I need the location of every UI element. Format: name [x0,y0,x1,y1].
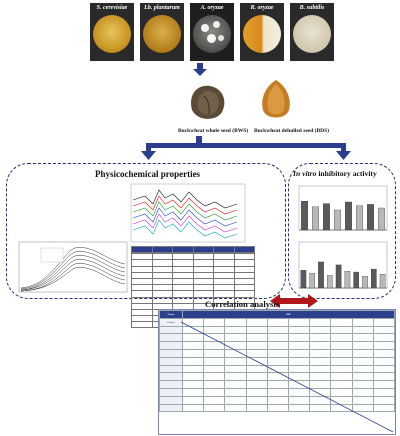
inhibition-bar-chart-top [298,185,388,231]
inhibition-bar [379,273,386,289]
plate-a-oryzae: A. oryzae [190,3,234,61]
plate-label: S. cerevisiae [96,5,128,11]
table-header-cell [192,245,214,254]
inhibition-bar [345,201,352,231]
inhibition-bar [362,276,368,289]
whole-seed-image [190,85,225,119]
plate-label: B. subtilis [299,5,325,11]
plate-label: Lb. plantarum [144,5,180,11]
table-header-cell [213,245,235,254]
table-header-cell [151,245,173,254]
pasting-curves-chart [18,241,128,293]
correlation-table: Factor BBS Protein [158,309,396,435]
plate-label: R. oryzae [250,5,274,11]
inhibition-bar [300,270,307,289]
microbe-plates-row: S. cerevisiae Lb. plantarum A. oryzae R.… [0,0,400,68]
table-row [131,290,255,298]
table-header-row [131,245,255,254]
inhibition-bar [334,209,341,231]
inhibitory-title-rest: inhibitory activity [316,169,377,178]
inhibition-bar [327,275,333,289]
branch-arrow [141,136,351,160]
inhibition-bar [356,205,363,231]
table-header-cell [172,245,194,254]
correlation-diagonal [180,321,394,433]
inhibition-bar [323,203,330,231]
inhibitory-panel: In vitro inhibitory activity [288,163,396,299]
inhibition-bar [318,261,324,289]
agar-dish [93,15,131,53]
agar-dish [293,15,331,53]
inhibition-bar [353,271,359,289]
table-header-cell [233,245,255,254]
physicochemical-panel: Physicochemical properties [6,163,286,329]
plate-lb-plantarum: Lb. plantarum [140,3,184,61]
plate-r-oryzae: R. oryzae [240,3,284,61]
physicochemical-title: Physicochemical properties [95,169,201,179]
plate-s-cerevisiae: S. cerevisiae [90,3,134,61]
inhibition-bar [378,207,385,231]
inhibition-bar-chart-bottom [298,241,388,289]
plate-label: A. oryzae [200,5,224,11]
correlation-title: Correlation analysis [205,299,280,309]
inhibition-bar [309,273,315,289]
dehulled-seed-image [262,80,290,118]
inhibition-bar [312,206,319,231]
table-header-cell [131,245,153,254]
agar-dish [193,15,231,53]
plate-b-subtilis: B. subtilis [290,3,334,61]
inhibition-bar [367,204,374,231]
inhibition-bar [301,201,308,231]
down-arrow-icon [193,63,207,76]
inhibitory-title: In vitro inhibitory activity [293,169,377,178]
inhibition-bar [344,271,351,289]
inhibition-bar [371,268,377,289]
correlation-row [159,403,396,413]
inhibition-bar [335,264,342,289]
correlation-row [159,380,396,389]
correlation-cell [372,403,396,413]
whole-seed-caption: Buckwheat whole seed (BWS) [178,128,249,134]
agar-dish [243,15,281,53]
double-arrow-icon [270,294,318,308]
agar-dish [143,15,181,53]
seed-images: Buckwheat whole seed (BWS) Buckwheat deh… [0,78,400,138]
table-cell [131,321,153,329]
inhibitory-title-italic: In vitro [293,169,317,178]
dehulled-seed-caption: Buckwheat dehulled seed (BDS) [254,128,330,134]
ftir-spectra-chart [130,183,246,243]
